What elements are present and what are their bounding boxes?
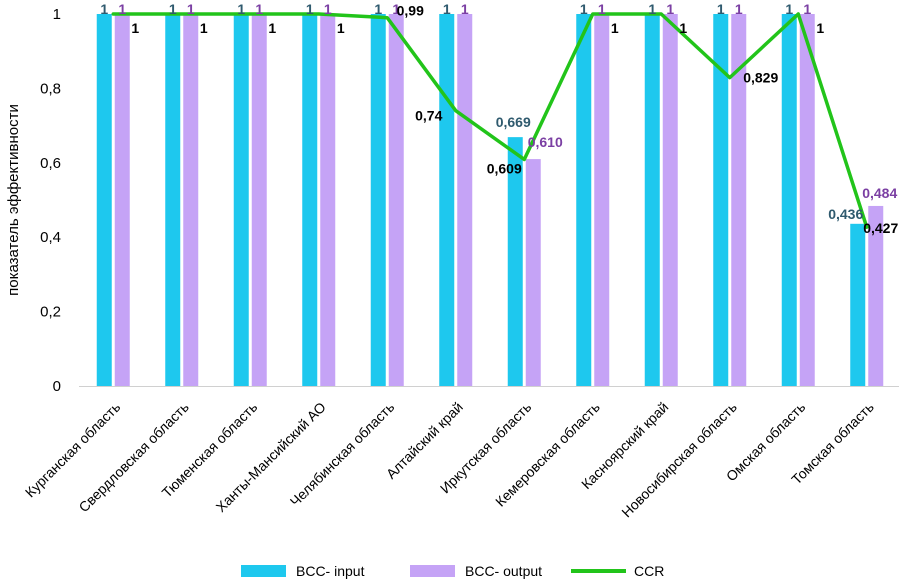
bar-bcc-output (662, 14, 678, 386)
y-axis-ticks: 0 0,2 0,4 0,6 0,8 1 (40, 6, 61, 395)
bar-bcc-output (731, 14, 747, 386)
data-label-ccr: 0,427 (863, 220, 898, 236)
data-label-bcc-output: 1 (461, 1, 469, 17)
y-tick-label: 0,4 (40, 229, 61, 246)
data-label-ccr: 1 (816, 20, 824, 36)
ccr-line-group (111, 12, 869, 229)
bar-bcc-output (525, 159, 541, 386)
data-label-bcc-input: 1 (169, 1, 177, 17)
data-label-ccr: 1 (611, 20, 619, 36)
bar-bcc-input (644, 14, 660, 386)
y-tick-label: 0,6 (40, 155, 61, 172)
data-label-bcc-output: 1 (392, 1, 400, 17)
y-axis-label-group: показатель эффективности (5, 104, 22, 296)
data-label-ccr: 1 (200, 20, 208, 36)
data-label-bcc-output: 1 (666, 1, 674, 17)
data-label-bcc-input: 1 (785, 1, 793, 17)
data-label-ccr: 0,74 (415, 108, 442, 124)
bar-bcc-input (96, 14, 112, 386)
bar-bcc-output (183, 14, 199, 386)
data-label-ccr: 0,829 (743, 70, 778, 86)
bar-bcc-input (233, 14, 249, 386)
category-label: Новосибирская область (618, 399, 740, 521)
bar-bcc-input (713, 14, 729, 386)
bar-bcc-input (850, 223, 866, 386)
bar-bcc-input (507, 137, 523, 386)
data-label-bcc-input: 0,436 (828, 206, 863, 222)
bar-bcc-input (576, 14, 592, 386)
legend-swatch-bcc-output (410, 565, 455, 577)
data-label-ccr: 0,609 (487, 160, 522, 176)
y-tick-label: 0,2 (40, 304, 61, 321)
data-label-ccr: 1 (268, 20, 276, 36)
legend-label: CCR (634, 563, 664, 579)
bar-bcc-input (781, 14, 797, 386)
data-label-bcc-output: 1 (187, 1, 195, 17)
bar-bcc-output (251, 14, 267, 386)
bar-bcc-output (594, 14, 610, 386)
y-axis-title: показатель эффективности (5, 104, 22, 296)
data-label-bcc-output: 1 (803, 1, 811, 17)
bar-bcc-output (114, 14, 130, 386)
bar-bcc-input (302, 14, 318, 386)
data-label-bcc-output: 1 (324, 1, 332, 17)
legend: BCC- input BCC- output CCR (241, 563, 664, 579)
data-label-bcc-output: 1 (598, 1, 606, 17)
y-tick-label: 0 (53, 378, 61, 395)
category-label: Свердловская область (75, 399, 191, 515)
data-label-bcc-input: 1 (237, 1, 245, 17)
bar-bcc-output (868, 205, 884, 386)
bar-bcc-output (799, 14, 815, 386)
bar-bcc-input (370, 14, 386, 386)
legend-label: BCC- input (296, 563, 365, 579)
bar-bcc-input (439, 14, 455, 386)
data-label-bcc-output: 1 (118, 1, 126, 17)
bar-bcc-input (165, 14, 181, 386)
bar-bcc-output (320, 14, 336, 386)
category-label: Ханты-Мансийский АО (213, 399, 329, 515)
ccr-line (111, 12, 869, 229)
data-label-bcc-input: 0,669 (496, 114, 531, 130)
legend-label: BCC- output (465, 563, 542, 579)
data-label-bcc-output: 1 (255, 1, 263, 17)
data-label-bcc-output: 1 (735, 1, 743, 17)
y-tick-label: 0,8 (40, 80, 61, 97)
data-label-ccr: 1 (337, 20, 345, 36)
bars (96, 14, 884, 386)
data-label-bcc-input: 1 (100, 1, 108, 17)
bar-bcc-output (388, 14, 404, 386)
data-label-bcc-output: 0,484 (862, 185, 897, 201)
legend-swatch-bcc-input (241, 565, 286, 577)
data-label-bcc-input: 1 (717, 1, 725, 17)
y-tick-label: 1 (53, 6, 61, 23)
data-label-bcc-input: 1 (374, 1, 382, 17)
bar-bcc-output (457, 14, 473, 386)
data-label-ccr: 1 (131, 20, 139, 36)
data-label-bcc-input: 1 (580, 1, 588, 17)
data-label-bcc-input: 1 (306, 1, 314, 17)
data-label-ccr: 1 (679, 20, 687, 36)
data-label-bcc-output: 0,610 (528, 134, 563, 150)
data-label-bcc-input: 1 (648, 1, 656, 17)
data-label-bcc-input: 1 (443, 1, 451, 17)
data-label-ccr: 0,99 (397, 3, 424, 19)
